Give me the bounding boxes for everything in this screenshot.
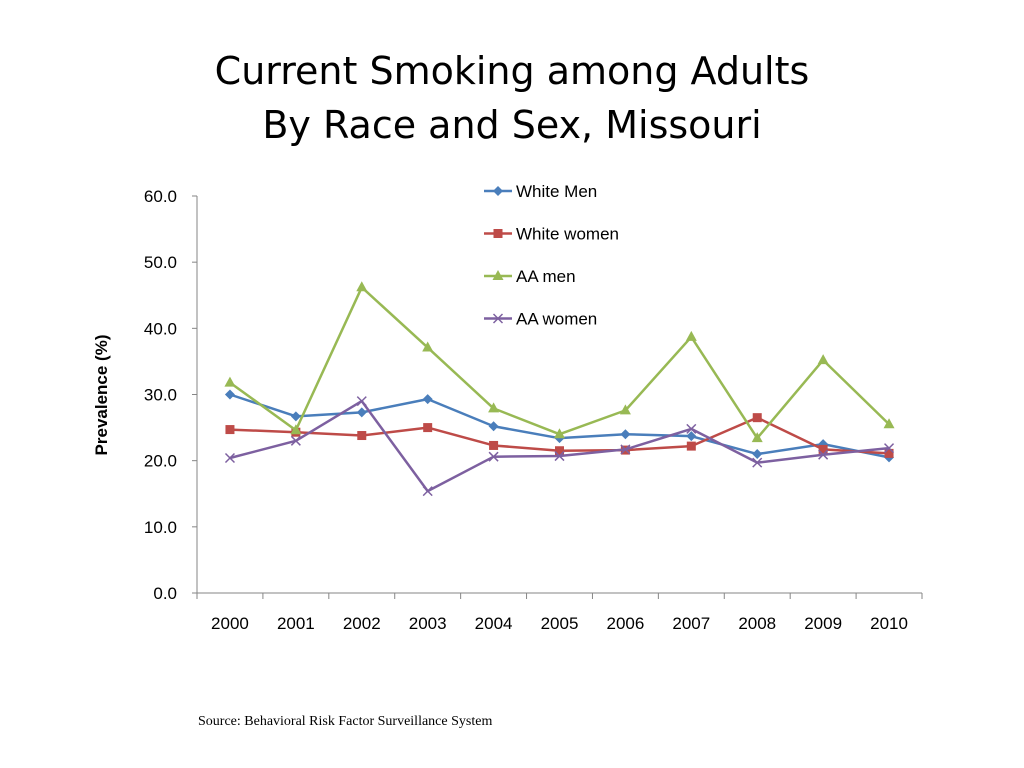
legend-label: AA women [516,310,597,329]
y-tick-label: 60.0 [144,187,177,206]
data-point-x-stroke [554,451,565,462]
data-point-triangle [492,270,504,280]
chart-title: Current Smoking among Adults By Race and… [0,44,1024,152]
data-point-diamond [752,449,763,460]
data-point-diamond [290,411,301,422]
data-point-triangle [290,424,302,435]
data-point-x [224,452,235,464]
x-tick-label: 2006 [606,614,644,633]
legend-item: White Men [484,182,597,201]
data-point-x [488,451,499,462]
data-point-x [686,423,697,434]
legend-item: AA women [484,310,597,329]
data-point-triangle [356,281,368,292]
data-point-square [884,448,894,458]
data-point-square [225,425,235,435]
y-tick-label: 10.0 [144,518,177,537]
data-point-x-stroke [620,444,631,455]
y-tick-label: 40.0 [144,319,177,338]
data-point-x-stroke [752,457,763,468]
data-point-triangle [619,404,631,415]
y-tick-label: 0.0 [153,584,177,603]
legend-label: White women [516,225,619,244]
data-point-square [489,440,499,450]
data-point-x-stroke [488,451,499,462]
data-point-x [884,443,895,454]
data-point-triangle [685,330,697,341]
chart-title-line-1: Current Smoking among Adults [214,49,810,93]
data-point-square [686,441,696,451]
chart-title-line-2: By Race and Sex, Missouri [262,103,762,147]
legend-label: AA men [516,267,576,286]
chart-legend: White Men White women AA men AA women [484,182,619,329]
data-point-diamond [356,407,367,418]
data-point-triangle [224,376,236,387]
data-point-x [752,457,763,468]
x-tick-label: 2007 [672,614,710,633]
data-point-square [752,413,762,423]
legend-item: White women [484,225,619,244]
data-point-x-stroke [686,423,697,434]
data-point-triangle [422,341,434,352]
data-point-triangle [488,402,500,413]
series-aa-women [224,396,895,497]
data-point-x-stroke [818,449,829,460]
legend-label: White Men [516,182,597,201]
data-point-diamond [488,421,499,432]
data-point-square [493,229,503,238]
x-tick-label: 2008 [738,614,776,633]
y-tick-label: 30.0 [144,386,177,405]
data-point-x-stroke [422,486,433,497]
data-point-square [423,423,433,433]
data-point-x [356,396,367,407]
data-point-triangle [554,428,565,439]
data-point-square [555,446,564,456]
data-point-x [620,444,631,455]
data-point-diamond [620,429,631,440]
x-tick-label: 2003 [409,614,447,633]
data-point-diamond [493,186,503,196]
data-point-x [290,435,301,446]
x-tick-label: 2009 [804,614,842,633]
x-tick-label: 2001 [277,614,315,633]
y-tick-label: 20.0 [144,452,177,471]
legend-item: AA men [484,267,576,286]
data-point-x-stroke [492,313,504,324]
x-tick-label: 2005 [541,614,579,633]
data-point-x-stroke [884,443,895,454]
series-aa-men [224,281,895,443]
data-point-diamond [224,389,235,400]
data-point-triangle [883,418,895,429]
data-point-diamond [686,431,697,442]
data-point-x [554,451,565,462]
data-point-x [422,486,433,497]
data-point-square [357,431,367,441]
data-point-x-stroke [224,452,235,464]
data-point-x [492,313,504,324]
source-note: Source: Behavioral Risk Factor Surveilla… [198,714,493,729]
data-point-triangle [751,432,763,443]
data-point-square [818,444,828,454]
data-point-x-stroke [290,435,301,446]
data-point-diamond [422,394,433,405]
y-axis-label: Prevalence (%) [92,335,111,456]
y-tick-label: 50.0 [144,253,177,272]
x-tick-label: 2010 [870,614,908,633]
data-point-x [818,449,829,460]
data-point-x-stroke [356,396,367,407]
x-tick-label: 2000 [211,614,249,633]
data-point-triangle [817,354,829,365]
x-tick-label: 2002 [343,614,381,633]
x-tick-label: 2004 [475,614,513,633]
